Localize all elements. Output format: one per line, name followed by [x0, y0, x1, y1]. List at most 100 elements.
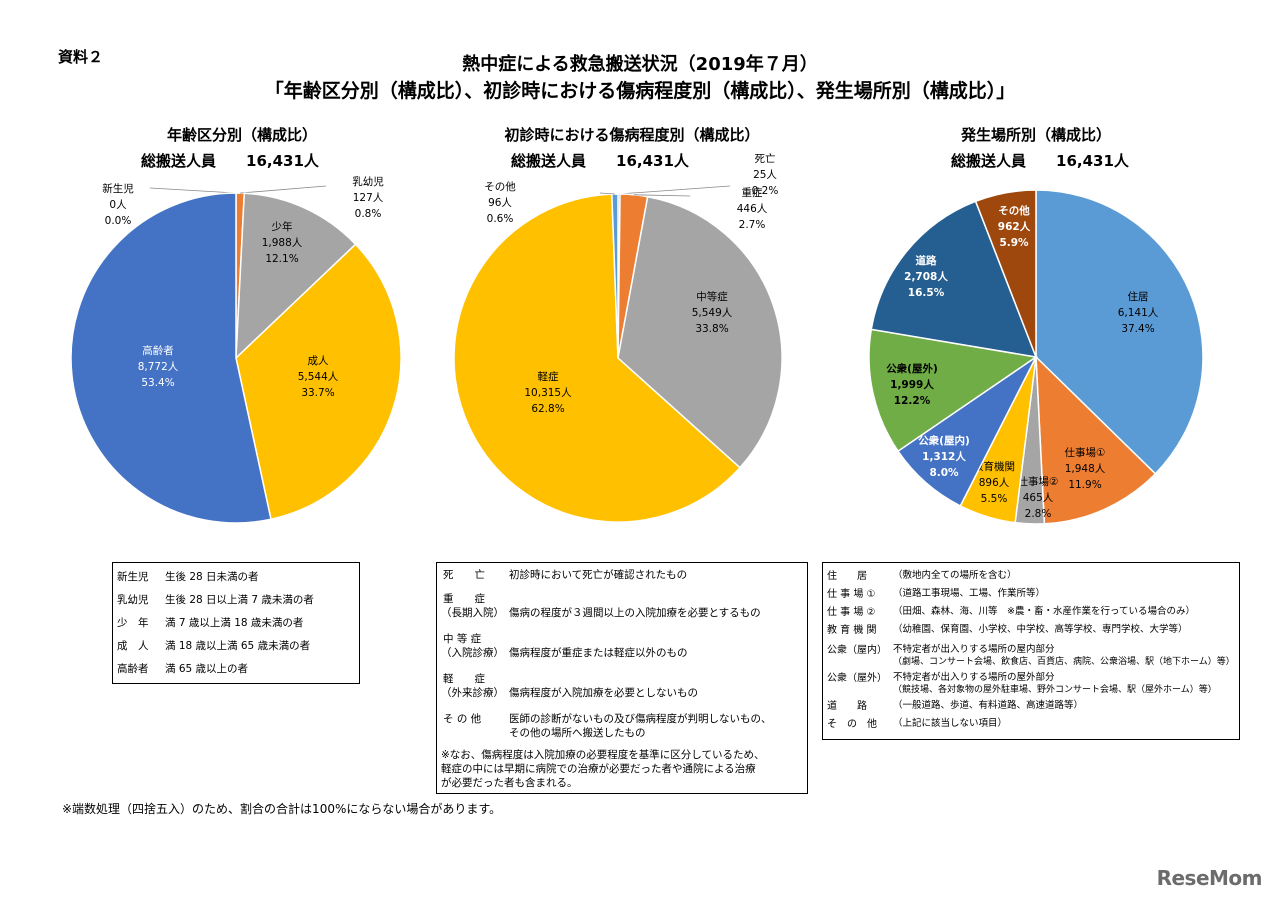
slice-name: 重症 [742, 186, 763, 199]
slice-percent: 53.4% [141, 377, 174, 389]
resemom-logo: ReseMom [1156, 866, 1263, 890]
slice-count: 465人 [1023, 492, 1054, 504]
slice-count: 1,999人 [890, 378, 934, 391]
severity-description: 傷病程度が入院加療を必要としないもの [509, 687, 698, 699]
place-description: （道路工事現場、工場、作業所等） [893, 588, 1046, 599]
slice-percent: 2.7% [739, 219, 766, 231]
slice-percent: 2.8% [1025, 508, 1052, 520]
age-term: 新生児 [117, 571, 149, 583]
severity-description: 傷病程度が重症または軽症以外のもの [509, 647, 688, 659]
slice-label: 新生児 0人 0.0% [102, 182, 134, 227]
severity-description: 初診時において死亡が確認されたもの [509, 569, 688, 581]
place-chart-total: 総搬送人員 16,431人 [951, 152, 1129, 170]
place-description: 不特定者が出入りする場所の屋外部分 [893, 672, 1055, 683]
slice-count: 127人 [353, 192, 384, 204]
place-term: そ の 他 [827, 719, 877, 730]
slice-count: 896人 [979, 477, 1010, 489]
place-description: （敷地内全ての場所を含む） [893, 570, 1017, 581]
slice-label: 乳幼児 127人 0.8% [352, 175, 384, 220]
slice-percent: 0.8% [355, 208, 382, 220]
slice-name: 道路 [916, 254, 937, 267]
slice-label: 軽症 10,315人 62.8% [524, 370, 572, 415]
age-term: 高齢者 [117, 663, 149, 675]
place-term: 道 路 [827, 701, 867, 712]
slice-count: 1,948人 [1065, 463, 1106, 475]
severity-description-cont: その他の場所へ搬送したもの [509, 727, 646, 739]
severity-note-line: が必要だった者も含まれる。 [441, 777, 578, 789]
severity-subterm: （長期入院） [441, 607, 504, 619]
slice-label: 高齢者 8,772人 53.4% [138, 344, 179, 389]
footnote: ※端数処理（四捨五入）のため、割合の合計は100%にならない場合があります。 [62, 802, 502, 816]
slice-label: 仕事場① 1,948人 11.9% [1065, 446, 1106, 491]
age-chart-title: 年齢区分別（構成比） [166, 126, 317, 144]
place-chart-title: 発生場所別（構成比） [960, 126, 1111, 144]
pie-slice [974, 189, 1037, 358]
slice-percent: 33.7% [301, 387, 334, 399]
slice-name: 新生児 [102, 182, 134, 195]
slice-percent: 8.0% [929, 467, 959, 479]
slice-name: 高齢者 [142, 344, 174, 357]
pie-slice [235, 192, 357, 360]
slice-name: 死亡 [755, 152, 776, 165]
slice-label: 少年 1,988人 12.1% [262, 220, 303, 265]
slice-count: 5,544人 [298, 371, 339, 383]
place-description: （幼稚園、保育園、小学校、中学校、高等学校、専門学校、大学等） [893, 624, 1188, 635]
place-description: 不特定者が出入りする場所の屋内部分 [893, 644, 1055, 655]
slice-name: 仕事場② [1018, 475, 1059, 488]
slice-name: 成人 [308, 355, 329, 367]
place-description-cont: （競技場、各対象物の屋外駐車場、野外コンサート会場、駅（屋外ホーム）等） [893, 685, 1217, 695]
slice-percent: 5.9% [999, 237, 1029, 249]
slice-label: その他 96人 0.6% [484, 180, 516, 225]
slice-name: 少年 [272, 220, 293, 233]
slice-percent: 0.0% [105, 215, 132, 227]
slice-percent: 16.5% [908, 287, 945, 299]
slice-name: 住居 [1128, 290, 1149, 303]
slice-percent: 11.9% [1068, 479, 1101, 491]
place-term: 仕 事 場 ① [827, 589, 876, 600]
slice-name: 仕事場① [1065, 446, 1106, 459]
pie-slice [617, 195, 783, 469]
slice-count: 1,988人 [262, 237, 303, 249]
slice-count: 2,708人 [904, 270, 948, 283]
severity-subterm: （外来診療） [441, 687, 504, 699]
pie-slice [870, 200, 1038, 358]
slice-label: 道路 2,708人 16.5% [904, 254, 948, 299]
severity-chart-total: 総搬送人員 16,431人 [511, 152, 689, 170]
leader-line [240, 185, 327, 194]
slice-percent: 62.8% [531, 403, 564, 415]
slice-label: 公衆(屋内) 1,312人 8.0% [918, 434, 970, 479]
leader-line [599, 192, 615, 195]
severity-term: そ の 他 [443, 713, 482, 725]
slice-percent: 33.8% [695, 323, 728, 335]
severity-term: 重 症 [443, 593, 485, 605]
severity-term: 死 亡 [443, 569, 485, 581]
slice-label: 死亡 25人 0.2% [752, 152, 779, 197]
age-term: 乳幼児 [117, 594, 149, 606]
leader-line [619, 185, 731, 195]
slice-count: 5,549人 [692, 307, 733, 319]
slice-name: 公衆(屋外) [886, 362, 938, 375]
document-label: 資料２ [58, 48, 104, 66]
place-term: 公衆（屋外） [827, 673, 887, 684]
severity-term: 軽 症 [443, 673, 485, 685]
slice-name: その他 [998, 204, 1030, 217]
severity-note-line: 軽症の中には早期に病院での治療が必要だった者や通院による治療 [441, 763, 756, 775]
slice-percent: 37.4% [1121, 323, 1154, 335]
place-description: （一般道路、歩道、有料道路、高速道路等） [893, 700, 1084, 711]
place-term: 教 育 機 関 [827, 625, 877, 636]
slice-count: 25人 [753, 169, 777, 181]
slice-percent: 0.6% [487, 213, 514, 225]
pie-slice [235, 243, 402, 521]
severity-note-line: ※なお、傷病程度は入院加療の必要程度を基準に区分しているため、 [441, 749, 765, 761]
place-definition-box: 住 居 （敷地内全ての場所を含む） 仕 事 場 ① （道路工事現場、工場、作業所等） 仕… [822, 562, 1240, 740]
age-description: 満 7 歳以上満 18 歳未満の者 [165, 617, 304, 629]
age-term: 少 年 [117, 617, 149, 629]
slice-count: 96人 [488, 197, 512, 209]
slice-count: 962人 [998, 220, 1031, 233]
leader-line [633, 194, 691, 197]
pie-slice [453, 193, 741, 523]
place-term: 住 居 [827, 571, 867, 582]
place-description: （田畑、森林、海、川等 ※農・畜・水産作業を行っている場合のみ） [893, 606, 1195, 617]
slice-label: 公衆(屋外) 1,999人 12.2% [886, 362, 938, 407]
slice-count: 0人 [109, 199, 127, 211]
